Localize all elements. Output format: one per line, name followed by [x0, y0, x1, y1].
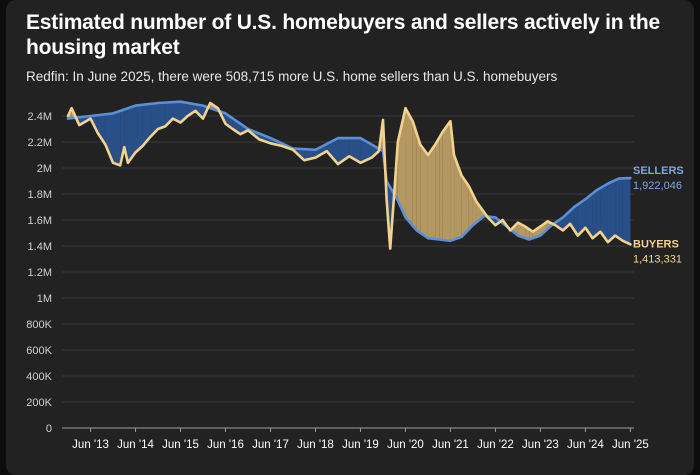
y-tick-label: 600K	[26, 345, 52, 357]
buyers-gap-fill	[405, 108, 413, 226]
sellers-gap-fill	[315, 143, 327, 158]
sellers-gap-fill	[600, 183, 608, 243]
buyers-gap-fill	[435, 137, 440, 240]
sellers-gap-fill	[105, 113, 114, 163]
y-tick-label: 0	[46, 423, 52, 435]
x-tick-label: Jun '18	[297, 439, 334, 451]
y-tick-label: 200K	[26, 397, 52, 409]
buyers-gap-fill	[461, 175, 469, 237]
buyers-gap-fill	[412, 121, 417, 231]
gridlines	[62, 115, 634, 429]
sellers-gap-fill	[127, 105, 136, 163]
sellers-line	[66, 100, 632, 243]
sellers-gap-fill	[585, 193, 593, 239]
x-tick-label: Jun '23	[522, 439, 559, 451]
buyers-gap-fill	[454, 155, 462, 240]
x-tick-label: Jun '15	[162, 439, 199, 451]
y-tick-label: 2.2M	[28, 137, 52, 149]
sellers-gap-fill	[615, 178, 620, 239]
x-tick-label: Jun '22	[477, 439, 514, 451]
sellers-gap-fill	[592, 190, 597, 239]
buyers-gap-fill	[442, 121, 451, 241]
y-tick-label: 1.2M	[28, 267, 52, 279]
x-tick-label: Jun '17	[252, 439, 289, 451]
y-tick-label: 2M	[37, 163, 52, 175]
sellers-end-value: 1,922,046	[633, 180, 682, 192]
sellers-gap-fill	[619, 178, 623, 241]
sellers-gap-fill	[187, 102, 196, 116]
buyers-gap-fill	[427, 144, 436, 240]
chart-title: Estimated number of U.S. homebuyers and …	[26, 11, 660, 59]
y-tick-label: 1.4M	[28, 241, 52, 253]
sellers-gap-fill	[172, 101, 181, 123]
chart-card: Estimated number of U.S. homebuyers and …	[6, 0, 694, 475]
y-tick-label: 1.8M	[28, 189, 52, 201]
buyers-series-label: BUYERS	[633, 238, 679, 250]
sellers-gap-fill	[577, 199, 586, 236]
sellers-gap-fill	[607, 180, 616, 243]
sellers-gap-fill	[326, 138, 338, 165]
sellers-gap-fill	[142, 103, 151, 146]
buyers-gap-fill	[468, 186, 473, 230]
y-tick-label: 2.4M	[28, 111, 52, 123]
gap-fills	[68, 101, 631, 249]
x-tick-label: Jun '16	[207, 439, 244, 451]
buyers-gap-fill	[420, 144, 428, 239]
buyers-gap-fill	[439, 131, 443, 240]
sellers-series-label: SELLERS	[633, 165, 684, 177]
sellers-gap-fill	[135, 104, 143, 153]
series-lines	[66, 100, 632, 250]
sellers-gap-fill	[596, 188, 601, 235]
y-tick-label: 400K	[26, 371, 52, 383]
chart-subtitle: Redfin: In June 2025, there were 508,715…	[26, 69, 558, 84]
x-tick-label: Jun '13	[72, 439, 109, 451]
sellers-gap-fill	[113, 110, 121, 166]
sellers-gap-fill	[622, 178, 631, 245]
sellers-gap-fill	[555, 217, 563, 231]
sellers-gap-fill	[97, 114, 106, 145]
y-tick-label: 1M	[37, 293, 52, 305]
sellers-gap-fill	[574, 204, 578, 236]
end-labels: SELLERS 1,922,046 BUYERS 1,413,331	[633, 165, 684, 265]
buyers-gap-fill	[540, 221, 548, 236]
buyers-line	[66, 101, 632, 250]
y-axis-ticks: 0 200K 400K 600K 800K 1M 1.2M 1.4M 1.6M 1.8M 2M 2.2…	[26, 111, 52, 435]
x-tick-label: Jun '20	[387, 439, 424, 451]
sellers-gap-fill	[150, 103, 159, 137]
y-tick-label: 800K	[26, 319, 52, 331]
x-tick-label: Jun '14	[117, 439, 154, 451]
buyers-gap-fill	[416, 133, 421, 233]
sellers-gap-fill	[158, 102, 166, 129]
buyers-end-value: 1,413,331	[633, 253, 682, 265]
x-tick-label: Jun '21	[432, 439, 469, 451]
x-axis-ticks: Jun '13 Jun '14 Jun '15 Jun '16 Jun '17 Jun '…	[72, 428, 649, 451]
x-tick-label: Jun '24	[567, 439, 604, 451]
x-tick-label: Jun '25	[612, 439, 649, 451]
y-tick-label: 1.6M	[28, 215, 52, 227]
x-tick-label: Jun '19	[342, 439, 379, 451]
